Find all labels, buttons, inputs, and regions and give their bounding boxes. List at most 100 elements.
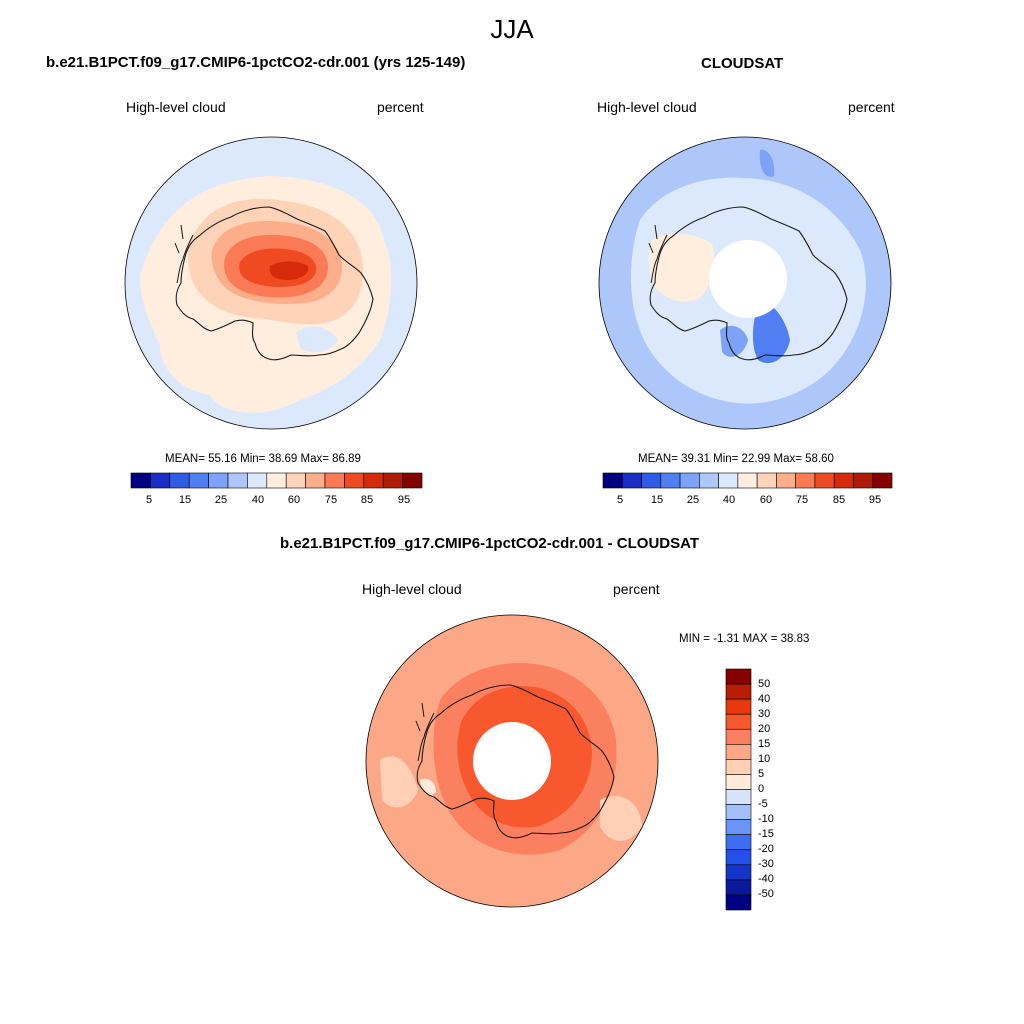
model-colorbar-swatch [305, 472, 326, 489]
obs-missing-hole [709, 240, 787, 318]
diff-map-border [365, 614, 659, 908]
model-colorbar-swatch [169, 472, 190, 489]
obs-cb-label: 75 [795, 494, 809, 506]
diff-cb-label: -10 [758, 813, 774, 825]
diff-colorbar-swatch [725, 698, 752, 715]
obs-units-label: percent [848, 99, 895, 115]
diff-panel-title: b.e21.B1PCT.f09_g17.CMIP6-1pctCO2-cdr.00… [280, 535, 700, 552]
obs-colorbar [602, 472, 893, 489]
diff-cb-label: 0 [758, 783, 765, 795]
obs-streak [759, 149, 775, 177]
obs-map [598, 136, 892, 430]
model-colorbar-swatch [363, 472, 384, 489]
model-map [124, 136, 418, 430]
obs-colorbar-swatch [699, 472, 719, 489]
model-colorbar-swatch [266, 472, 287, 489]
model-cb-label: 95 [397, 494, 411, 506]
obs-colorbar-swatch [641, 472, 662, 489]
model-cb-label: 75 [324, 494, 338, 506]
model-colorbar-swatch [247, 472, 268, 489]
diff-cb-label: -15 [758, 828, 774, 840]
diff-colorbar-swatch [725, 668, 752, 685]
obs-map-border [598, 136, 892, 430]
model-units-label: percent [377, 99, 424, 115]
model-cb-label: 60 [287, 494, 301, 506]
model-colorbar-swatch [130, 472, 151, 489]
obs-colorbar-swatch [660, 472, 681, 489]
figure-title: JJA [490, 14, 534, 44]
model-colorbar-swatch [150, 472, 171, 489]
model-ross-fill [296, 326, 338, 353]
obs-fill-15 [752, 300, 790, 364]
model-colorbar-swatch [382, 472, 403, 489]
diff-variable-label: High-level cloud [362, 581, 462, 597]
diff-colorbar-swatch [725, 744, 752, 760]
diff-cb-label: -20 [758, 843, 774, 855]
obs-cb-label: 15 [650, 494, 664, 506]
model-colorbar [130, 472, 423, 489]
obs-colorbar-swatch [679, 472, 700, 489]
diff-colorbar [725, 668, 752, 911]
diff-colorbar-swatch [725, 728, 752, 745]
model-colorbar-swatch [285, 472, 306, 489]
obs-cb-label: 5 [616, 494, 624, 506]
diff-cb-label: -50 [758, 888, 774, 900]
obs-colorbar-swatch [737, 472, 758, 489]
obs-colorbar-swatch [756, 472, 777, 489]
obs-cb-label: 25 [686, 494, 700, 506]
diff-colorbar-swatch [725, 864, 752, 881]
diff-colorbar-swatch [725, 819, 752, 835]
model-cb-label: 25 [214, 494, 228, 506]
obs-colorbar-swatch [795, 472, 816, 489]
diff-cb-label: 10 [758, 753, 771, 765]
model-cb-label: 40 [251, 494, 265, 506]
model-stats: MEAN= 55.16 Min= 38.69 Max= 86.89 [165, 453, 361, 465]
obs-colorbar-swatch [833, 472, 854, 489]
obs-panel-title: CLOUDSAT [701, 55, 784, 72]
diff-colorbar-swatch [725, 804, 752, 820]
obs-fill-50 [648, 233, 715, 302]
diff-colorbar-swatch [725, 683, 752, 700]
model-cb-label: 15 [178, 494, 192, 506]
obs-cb-label: 85 [832, 494, 846, 506]
obs-colorbar-swatch [602, 472, 623, 489]
obs-colorbar-swatch [776, 472, 796, 489]
model-colorbar-swatch [324, 472, 345, 489]
diff-cb-label: -5 [758, 798, 768, 810]
obs-colorbar-swatch [872, 472, 893, 489]
model-colorbar-swatch [208, 472, 229, 489]
diff-fill-10 [380, 756, 418, 808]
diff-stats: MIN = -1.31 MAX = 38.83 [679, 633, 810, 645]
diff-cb-label: 15 [758, 738, 771, 750]
obs-cb-label: 95 [868, 494, 882, 506]
diff-map [365, 614, 659, 908]
model-colorbar-swatch [402, 472, 423, 489]
diff-fill-10b [600, 796, 642, 841]
obs-colorbar-swatch [814, 472, 835, 489]
model-variable-label: High-level cloud [126, 99, 226, 115]
diff-cb-label: 5 [758, 768, 765, 780]
diff-colorbar-swatch [725, 759, 752, 775]
diff-cb-label: -40 [758, 873, 774, 885]
obs-stats: MEAN= 39.31 Min= 22.99 Max= 58.60 [638, 453, 834, 465]
model-cb-label: 85 [360, 494, 374, 506]
model-colorbar-swatch [227, 472, 248, 489]
diff-colorbar-swatch [725, 849, 752, 866]
obs-cb-label: 40 [722, 494, 736, 506]
model-fill-95 [269, 261, 309, 280]
diff-colorbar-swatch [725, 894, 752, 911]
obs-cb-label: 60 [759, 494, 773, 506]
model-cb-label: 5 [145, 494, 153, 506]
model-panel-title: b.e21.B1PCT.f09_g17.CMIP6-1pctCO2-cdr.00… [46, 54, 466, 71]
diff-colorbar-swatch [725, 774, 752, 790]
diff-cb-label: 20 [758, 723, 771, 735]
diff-missing-hole [473, 722, 551, 800]
obs-colorbar-swatch [718, 472, 739, 489]
diff-colorbar-swatch [725, 789, 752, 805]
model-colorbar-swatch [188, 472, 209, 489]
diff-cb-label: 50 [758, 678, 771, 690]
obs-colorbar-swatch [621, 472, 642, 489]
model-map-border [124, 136, 418, 430]
obs-colorbar-swatch [853, 472, 874, 489]
